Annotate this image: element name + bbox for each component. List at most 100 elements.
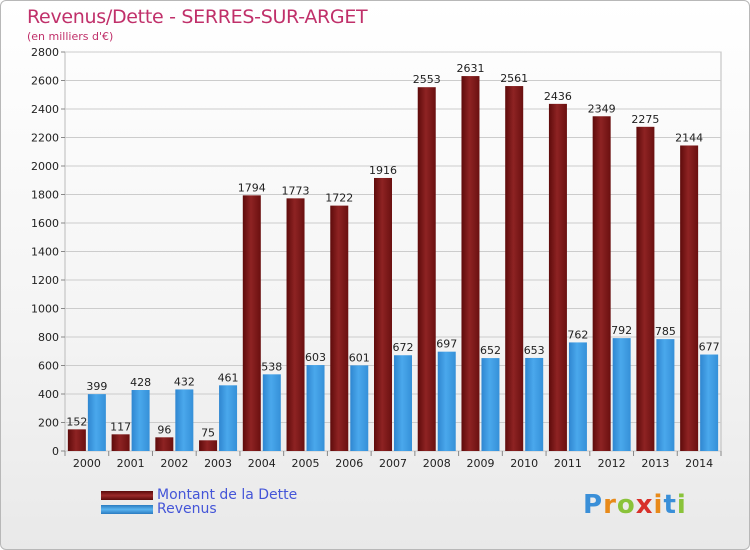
x-tick-label: 2010 <box>510 457 538 470</box>
x-tick-label: 2003 <box>204 457 232 470</box>
x-tick-label: 2006 <box>335 457 363 470</box>
y-tick-label: 1000 <box>31 303 59 316</box>
data-label-revenue: 652 <box>480 344 501 357</box>
data-label-debt: 75 <box>201 426 215 439</box>
bar-revenue <box>262 374 281 451</box>
data-label-revenue: 538 <box>261 360 282 373</box>
x-tick-label: 2000 <box>73 457 101 470</box>
data-label-revenue: 677 <box>699 341 720 354</box>
y-tick-label: 1600 <box>31 217 59 230</box>
x-tick-label: 2004 <box>248 457 276 470</box>
data-label-debt: 152 <box>66 415 87 428</box>
y-tick-label: 200 <box>38 417 59 430</box>
data-label-debt: 117 <box>110 420 131 433</box>
x-tick-label: 2001 <box>117 457 145 470</box>
x-tick-label: 2013 <box>641 457 669 470</box>
bar-debt <box>242 195 261 451</box>
logo-letter: P <box>583 490 604 520</box>
legend-item-debt: Montant de la Dette <box>101 487 298 503</box>
data-label-debt: 1773 <box>282 184 310 197</box>
bar-revenue <box>656 339 675 451</box>
bar-revenue <box>87 394 106 451</box>
bar-debt <box>111 434 130 451</box>
data-label-revenue: 432 <box>174 375 195 388</box>
bar-revenue <box>175 389 194 451</box>
bar-debt <box>374 177 392 451</box>
bar-debt <box>67 429 86 451</box>
bar-revenue <box>568 342 587 451</box>
data-label-revenue: 399 <box>86 380 107 393</box>
y-tick-label: 2200 <box>31 132 59 145</box>
legend-label-debt: Montant de la Dette <box>157 487 298 503</box>
bar-debt <box>592 116 611 451</box>
bar-revenue <box>394 355 412 451</box>
data-label-revenue: 785 <box>655 325 676 338</box>
y-tick-label: 600 <box>38 360 59 373</box>
x-tick-label: 2002 <box>160 457 188 470</box>
x-tick-label: 2011 <box>554 457 582 470</box>
bar-debt <box>417 87 436 451</box>
x-tick-label: 2014 <box>685 457 713 470</box>
data-label-revenue: 697 <box>436 338 457 351</box>
x-tick-label: 2005 <box>292 457 320 470</box>
logo-letter: r <box>603 490 617 520</box>
data-label-revenue: 792 <box>611 324 632 337</box>
bar-debt <box>199 440 218 451</box>
bar-debt <box>636 126 655 451</box>
logo-letter: t <box>663 490 677 520</box>
bar-debt <box>505 86 524 452</box>
data-label-revenue: 428 <box>130 376 151 389</box>
bar-revenue <box>612 338 631 451</box>
y-tick-label: 400 <box>38 388 59 401</box>
data-label-debt: 2349 <box>588 102 616 115</box>
chart-title: Revenus/Dette - SERRES-SUR-ARGET <box>27 6 368 28</box>
bar-debt <box>155 437 174 451</box>
data-label-debt: 2553 <box>413 73 441 86</box>
y-tick-label: 2600 <box>31 75 59 88</box>
y-tick-label: 1200 <box>31 274 59 287</box>
bar-revenue <box>350 365 369 451</box>
bar-revenue <box>306 365 325 451</box>
data-label-debt: 2631 <box>456 62 484 75</box>
data-label-revenue: 601 <box>349 351 370 364</box>
y-tick-label: 1400 <box>31 246 59 259</box>
data-label-revenue: 603 <box>305 351 326 364</box>
legend-label-revenue: Revenus <box>157 501 217 517</box>
data-label-revenue: 672 <box>393 341 414 354</box>
bar-debt <box>548 103 567 452</box>
bar-revenue <box>700 354 719 451</box>
y-tick-label: 1800 <box>31 189 59 202</box>
chart-subtitle: (en milliers d'€) <box>27 30 114 43</box>
bar-revenue <box>219 385 238 451</box>
data-label-debt: 2436 <box>544 90 572 103</box>
logo-letter: o <box>616 490 636 520</box>
logo-letter: i <box>653 490 664 520</box>
bar-debt <box>330 205 349 451</box>
y-tick-label: 0 <box>52 445 59 458</box>
data-label-debt: 96 <box>157 423 171 436</box>
bar-debt <box>680 145 699 452</box>
logo-letter: i <box>676 490 687 520</box>
bar-revenue <box>481 358 500 451</box>
x-tick-label: 2008 <box>423 457 451 470</box>
data-label-debt: 1722 <box>325 192 353 205</box>
y-tick-label: 2400 <box>31 103 59 116</box>
y-tick-label: 800 <box>38 331 59 344</box>
x-tick-label: 2007 <box>379 457 407 470</box>
data-label-debt: 2144 <box>675 131 703 144</box>
data-label-revenue: 461 <box>218 371 239 384</box>
data-label-debt: 2275 <box>631 113 659 126</box>
legend-swatch-revenue <box>101 504 153 514</box>
data-label-debt: 2561 <box>500 72 528 85</box>
bar-debt <box>461 76 480 452</box>
x-tick-label: 2012 <box>598 457 626 470</box>
data-label-debt: 1916 <box>369 164 397 177</box>
legend-swatch-debt <box>101 490 153 500</box>
data-label-debt: 1794 <box>238 181 266 194</box>
bar-revenue <box>131 390 150 451</box>
legend-item-revenue: Revenus <box>101 501 217 517</box>
bar-debt <box>286 198 305 451</box>
data-label-revenue: 653 <box>524 344 545 357</box>
